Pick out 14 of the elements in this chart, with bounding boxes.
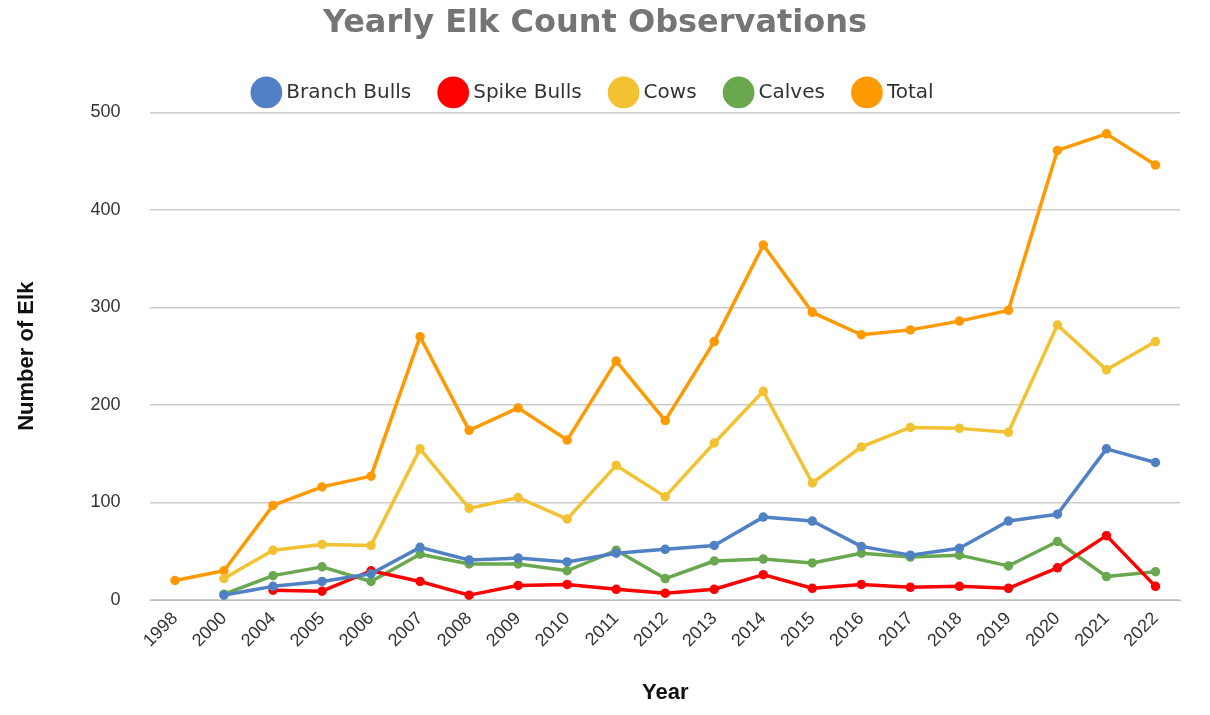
legend-label: Spike Bulls [473,78,582,103]
y-tick-label: 500 [90,101,121,122]
y-tick-label: 300 [90,296,121,317]
legend-label: Calves [758,78,825,103]
chart-title: Yearly Elk Count Observations [321,1,868,40]
y-tick-label: 100 [90,491,121,512]
legend-label: Branch Bulls [286,78,412,103]
y-tick-label: 0 [110,588,121,609]
legend-label: Total [885,78,934,103]
y-axis-title: Number of Elk [13,280,39,431]
y-tick-label: 400 [90,198,121,219]
y-tick-label: 200 [90,393,121,414]
x-axis-title: Year [641,678,689,704]
legend-label: Cows [643,78,697,103]
